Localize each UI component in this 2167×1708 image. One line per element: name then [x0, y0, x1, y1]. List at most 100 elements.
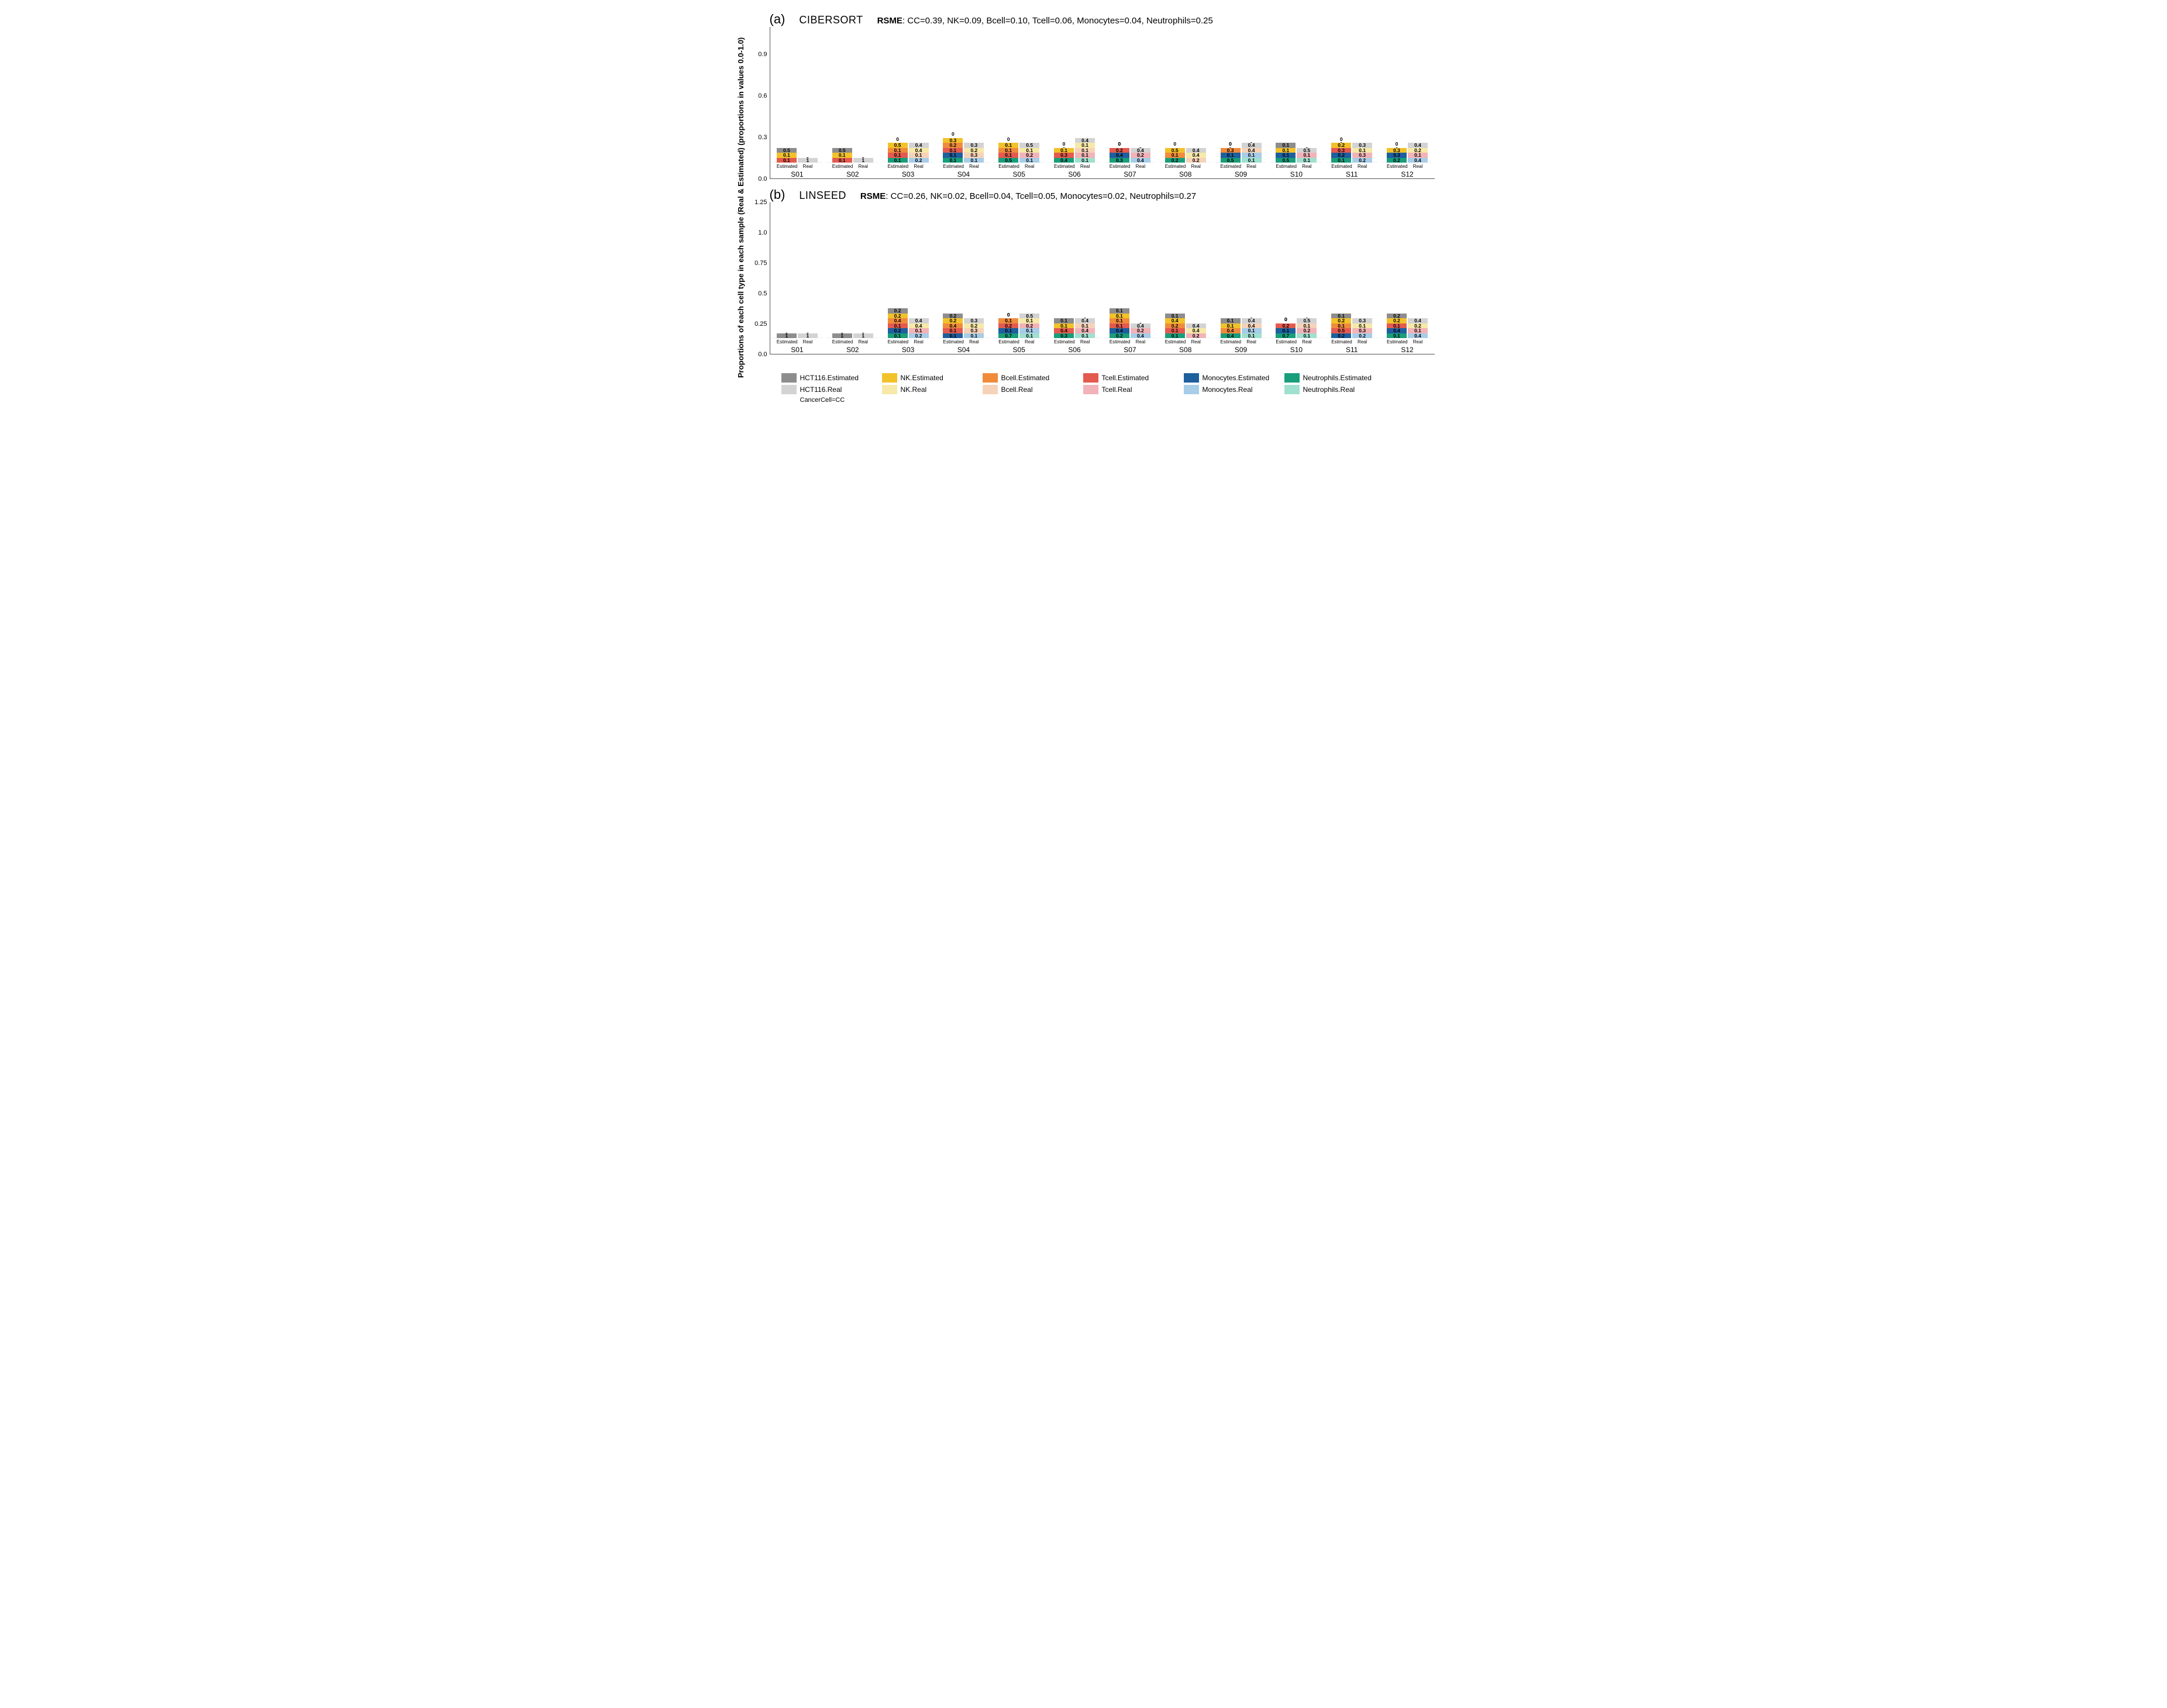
- segment-neutrophils: 0.1: [1297, 333, 1317, 339]
- segment-tcell: 0.1: [998, 153, 1018, 158]
- bar-xlabel: Estimated: [1331, 339, 1351, 345]
- segment-label: 0.2: [1303, 328, 1310, 333]
- segment-label: 0.5: [783, 148, 790, 153]
- bars-pair: 0.10.20.300.2000.20.300.10.3: [1326, 27, 1378, 163]
- segment-label: 0.2: [970, 323, 977, 329]
- bars-pair: 0.30.40.200000.40.2000.4: [1104, 27, 1156, 163]
- plot-area: 0.00.250.50.751.01.25000001000001Estimat…: [749, 202, 1435, 354]
- segment-bcell: 0.1: [998, 148, 1018, 153]
- bar-xlabel: Real: [1242, 164, 1262, 169]
- segment-label: 0.1: [949, 148, 956, 153]
- bars-pair: 00.10.10.40.20.200.100.30.20.3: [938, 202, 990, 338]
- bars-pair: 0.100.10.20.40.1000.200.40.4: [1159, 202, 1211, 338]
- sample-label: S01: [771, 345, 824, 354]
- segment-label: 1: [807, 333, 809, 339]
- bars-pair: 0.300.400.10.10.100.40.100.4: [1049, 202, 1101, 338]
- segment-hct116: 0.2: [943, 314, 963, 319]
- segment-nk: 0.1: [1019, 148, 1039, 153]
- segment-label: 0.4: [1137, 333, 1144, 339]
- bar-xlabels: EstimatedReal: [1159, 338, 1211, 345]
- panel: (a)CIBERSORTRSME: CC=0.39, NK=0.09, Bcel…: [749, 12, 1435, 179]
- sample: 000.100.10.5000001EstimatedRealS01: [771, 27, 824, 178]
- segment-monocytes: 0.1: [1019, 158, 1039, 163]
- legend-swatch: [1184, 385, 1199, 394]
- segment-label: 0.5: [1026, 143, 1033, 148]
- segment-monocytes: 0.1: [1019, 328, 1039, 333]
- real-bar: 000001: [853, 158, 873, 163]
- segment-hct116: 0.4: [1408, 143, 1428, 148]
- legend-item: Neutrophils.Estimated: [1284, 373, 1372, 383]
- segment-tcell: 0.2: [1110, 148, 1129, 153]
- segment-label: 0: [1007, 137, 1010, 142]
- sample: 0.10.10.10.20.3000.100.30.20.3EstimatedR…: [938, 27, 990, 178]
- segment-tcell: 0.1: [1408, 328, 1428, 333]
- estimated-bar: 0.10.20.300.20: [1331, 143, 1351, 163]
- bars-pair: 0.2000.10.500000.20.40.4: [1159, 27, 1211, 163]
- segment-monocytes: 0.1: [1276, 328, 1296, 333]
- segment-label: 0.2: [894, 328, 901, 333]
- segment-neutrophils: 0.3: [1054, 333, 1074, 339]
- segment-label: 0.1: [1303, 153, 1310, 158]
- real-bar: 00.200.10.40.4: [909, 143, 929, 163]
- segment-label: 0.1: [970, 333, 977, 339]
- segment-label: 0.2: [970, 148, 977, 153]
- figure-root: Proportions of each cell type in each sa…: [733, 12, 1435, 404]
- segment-label: 0.3: [1359, 153, 1366, 158]
- sample: 0.70.10.20.1000.10.10.200.10.5EstimatedR…: [993, 202, 1045, 354]
- segment-monocytes: 0.1: [1242, 328, 1262, 333]
- segment-tcell: 0.2: [1131, 153, 1150, 158]
- segment-monocytes: 0.2: [1352, 333, 1372, 339]
- segment-label: 0.4: [1193, 323, 1200, 329]
- y-ticks: 0.00.250.50.751.01.25: [749, 202, 770, 354]
- legend-label: NK.Real: [901, 385, 927, 394]
- segment-label: 0.4: [1248, 323, 1255, 329]
- segment-nk: 0.5: [1165, 148, 1185, 153]
- segment-monocytes: 0.1: [1276, 153, 1296, 158]
- estimated-bar: 0.70.10.20.100: [998, 318, 1018, 338]
- sample: 0.400.300.100.100.10.10.10.4EstimatedRea…: [1049, 27, 1101, 178]
- segment-label: 0: [896, 137, 899, 142]
- real-bar: 00.40.100.20.4: [1408, 318, 1428, 338]
- segment-label: 0.4: [1060, 158, 1067, 163]
- bar-xlabel: Real: [1408, 164, 1428, 169]
- y-tick: 0.0: [758, 351, 767, 358]
- real-bar: 00.40.100.20.4: [1408, 143, 1428, 163]
- estimated-bar: 000001: [777, 333, 797, 339]
- segment-label: 0.4: [1116, 153, 1123, 158]
- y-tick: 0.5: [758, 290, 767, 297]
- segment-label: 0.1: [1393, 323, 1400, 329]
- bar-xlabels: EstimatedReal: [1049, 163, 1101, 169]
- segment-hct116: 0.1: [1331, 314, 1351, 319]
- segment-label: 0.4: [915, 323, 922, 329]
- bar-xlabel: Estimated: [1110, 339, 1129, 345]
- segment-label: 0.4: [1193, 328, 1200, 333]
- segment-tcell: 0.1: [943, 148, 963, 153]
- segment-label: 0.1: [1026, 158, 1033, 163]
- segment-label: 0.5: [839, 148, 846, 153]
- panel-header: (a)CIBERSORTRSME: CC=0.39, NK=0.09, Bcel…: [770, 12, 1435, 27]
- segment-label: 0.1: [1303, 323, 1310, 329]
- segment-monocytes: 0.4: [1131, 333, 1150, 339]
- segment-label: 0.1: [1081, 333, 1088, 339]
- segment-nk: 0.1: [998, 143, 1018, 148]
- real-bar: 00.10.200.10.5: [1019, 143, 1039, 163]
- segment-label: 0.4: [1060, 328, 1067, 333]
- segment-bcell: 0.1: [888, 148, 908, 153]
- segment-nk: 0.4: [1186, 328, 1206, 333]
- segment-label: 0.5: [1227, 158, 1234, 163]
- legend-label: Monocytes.Real: [1203, 385, 1253, 394]
- segment-label: 0.2: [1338, 143, 1345, 148]
- segment-label: 0.4: [1248, 318, 1255, 323]
- segment-hct116: 0.1: [1165, 314, 1185, 319]
- segment-label: 0.5: [1303, 148, 1310, 153]
- segment-hct116: 0.2: [888, 308, 908, 314]
- real-bar: 0000.20.40.4: [1186, 148, 1206, 163]
- segment-label: 0.4: [1393, 328, 1400, 333]
- segment-label: 0.1: [1227, 318, 1234, 323]
- segment-nk: 0.1: [1276, 148, 1296, 153]
- y-ticks: 0.00.30.60.9: [749, 27, 770, 179]
- bar-xlabels: EstimatedReal: [826, 338, 878, 345]
- segment-hct116: 0.4: [1075, 138, 1095, 143]
- segment-label: 0.4: [915, 148, 922, 153]
- bars-pair: 0.20.40.10.10.10.100.40.2000.4: [1104, 202, 1156, 338]
